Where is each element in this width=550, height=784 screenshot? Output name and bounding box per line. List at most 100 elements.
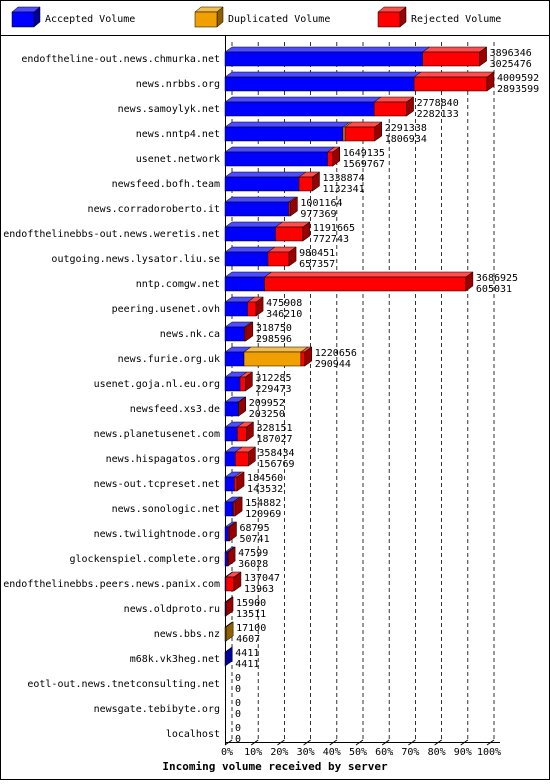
value-label: 977369 bbox=[300, 209, 336, 220]
bar-top bbox=[244, 347, 308, 352]
y-tick-label: outgoing.news.lysator.liu.se bbox=[51, 254, 220, 265]
value-label: 3896346 bbox=[490, 48, 532, 59]
y-tick-label: news.sonologic.net bbox=[112, 504, 220, 515]
y-tick-label: news.nrbbs.org bbox=[136, 79, 220, 90]
bar-top bbox=[225, 47, 430, 52]
y-tick-label: news.nntp4.net bbox=[136, 129, 220, 140]
value-label: 1220656 bbox=[315, 348, 357, 359]
bar bbox=[301, 352, 305, 366]
bar-top bbox=[225, 147, 335, 152]
value-label: 1001164 bbox=[300, 198, 342, 209]
y-tick-label: usenet.network bbox=[136, 154, 220, 165]
bar-top bbox=[225, 72, 421, 77]
value-label: 15900 bbox=[236, 598, 266, 609]
value-label: 1569767 bbox=[343, 159, 385, 170]
value-label: 1191665 bbox=[313, 223, 355, 234]
value-label: 3025476 bbox=[490, 59, 532, 70]
legend-swatch bbox=[378, 12, 400, 27]
value-label: 1806934 bbox=[385, 134, 427, 145]
value-label: 0 bbox=[235, 709, 241, 720]
value-label: 358434 bbox=[258, 448, 294, 459]
bar bbox=[226, 577, 234, 591]
value-label: 312285 bbox=[255, 373, 291, 384]
value-label: 290944 bbox=[315, 359, 351, 370]
bar-top bbox=[265, 272, 473, 277]
value-label: 980451 bbox=[299, 248, 335, 259]
legend-label: Rejected Volume bbox=[411, 14, 501, 25]
bar bbox=[225, 552, 227, 566]
y-tick-label: news.oldproto.ru bbox=[124, 604, 220, 615]
bar bbox=[225, 427, 237, 441]
value-label: 318750 bbox=[256, 323, 292, 334]
value-label: 120969 bbox=[245, 509, 281, 520]
x-tick-label: 50% bbox=[349, 747, 367, 758]
bar-top bbox=[225, 197, 296, 202]
value-label: 1132341 bbox=[322, 184, 364, 195]
bar bbox=[423, 52, 480, 66]
value-label: 2291338 bbox=[385, 123, 427, 134]
y-tick-label: usenet.goja.nl.eu.org bbox=[94, 379, 220, 390]
bar bbox=[225, 327, 245, 341]
y-tick-label: newsfeed.bofh.team bbox=[112, 179, 220, 190]
y-tick-label: news.bbs.nz bbox=[154, 629, 220, 640]
value-label: 4411 bbox=[235, 648, 259, 659]
value-label: 50741 bbox=[239, 534, 269, 545]
value-label: 3686925 bbox=[476, 273, 518, 284]
y-tick-label: newsgate.tebibyte.org bbox=[94, 704, 220, 715]
y-tick-label: endoftheline-out.news.chmurka.net bbox=[21, 54, 220, 65]
value-label: 475908 bbox=[266, 298, 302, 309]
bar bbox=[240, 377, 245, 391]
y-tick-label: news.hispagatos.org bbox=[106, 454, 220, 465]
bar-top bbox=[225, 97, 381, 102]
x-axis-title: Incoming volume received by server bbox=[162, 760, 388, 773]
bar bbox=[374, 102, 406, 116]
value-label: 1338874 bbox=[322, 173, 364, 184]
value-label: 4009592 bbox=[497, 73, 539, 84]
legend-swatch bbox=[195, 12, 217, 27]
y-tick-label: news-out.tcpreset.net bbox=[94, 479, 220, 490]
bar-top bbox=[423, 47, 487, 52]
bar bbox=[265, 277, 466, 291]
bar bbox=[225, 377, 240, 391]
y-tick-label: news.nk.ca bbox=[160, 329, 220, 340]
legend-label: Duplicated Volume bbox=[228, 14, 330, 25]
bar-top bbox=[414, 72, 494, 77]
value-label: 0 bbox=[235, 673, 241, 684]
bar bbox=[225, 477, 234, 491]
value-label: 298596 bbox=[256, 334, 292, 345]
x-tick-label: 90% bbox=[454, 747, 472, 758]
bar bbox=[225, 527, 228, 541]
value-label: 2282133 bbox=[417, 109, 459, 120]
y-tick-label: news.twilightnode.org bbox=[94, 529, 220, 540]
bar bbox=[225, 452, 235, 466]
value-label: 1649135 bbox=[343, 148, 385, 159]
bar-top bbox=[225, 247, 275, 252]
bar bbox=[225, 277, 265, 291]
value-label: 0 bbox=[235, 734, 241, 745]
value-label: 229473 bbox=[255, 384, 291, 395]
value-label: 605031 bbox=[476, 284, 512, 295]
y-tick-label: news.samoylyk.net bbox=[118, 104, 220, 115]
y-tick-label: endofthelinebbs-out.news.weretis.net bbox=[3, 229, 220, 240]
bar bbox=[268, 252, 289, 266]
value-label: 657357 bbox=[299, 259, 335, 270]
value-label: 143532 bbox=[247, 484, 283, 495]
x-tick-label: 100% bbox=[477, 747, 501, 758]
y-tick-label: news.corradoroberto.it bbox=[88, 204, 220, 215]
value-label: 0 bbox=[235, 698, 241, 709]
bar bbox=[225, 177, 299, 191]
x-tick-label: 40% bbox=[323, 747, 341, 758]
value-label: 36028 bbox=[238, 559, 268, 570]
value-label: 209952 bbox=[249, 398, 285, 409]
bar bbox=[225, 502, 233, 516]
value-label: 2893599 bbox=[497, 84, 539, 95]
bar bbox=[328, 152, 333, 166]
bar bbox=[275, 227, 302, 241]
bar bbox=[225, 352, 244, 366]
value-label: 154882 bbox=[245, 498, 281, 509]
y-tick-label: news.planetusenet.com bbox=[94, 429, 220, 440]
bar bbox=[225, 402, 238, 416]
x-tick-label: 70% bbox=[401, 747, 419, 758]
value-label: 68795 bbox=[239, 523, 269, 534]
value-label: 13511 bbox=[236, 609, 266, 620]
